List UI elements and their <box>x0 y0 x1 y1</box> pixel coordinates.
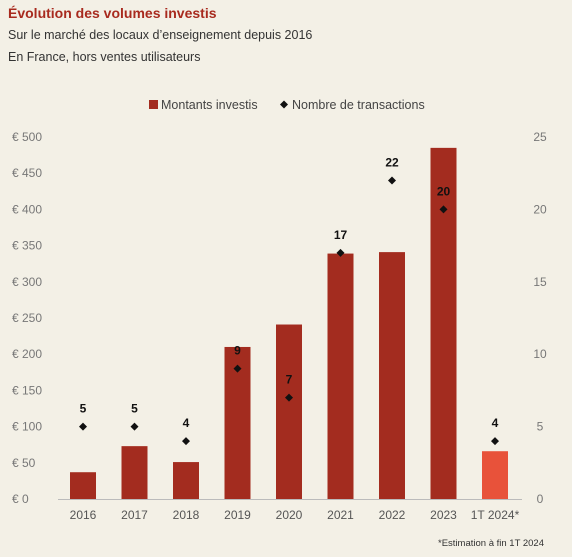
x-tick-label: 2023 <box>430 508 457 522</box>
data-label: 17 <box>334 228 348 242</box>
data-label: 22 <box>385 155 399 169</box>
legend-label-bar: Montants investis <box>161 98 258 112</box>
marker-point <box>336 248 345 257</box>
legend-label-marker: Nombre de transactions <box>292 98 425 112</box>
bar <box>70 472 96 499</box>
data-label: 5 <box>131 402 138 416</box>
data-label: 4 <box>492 416 499 430</box>
bar <box>430 147 457 500</box>
y-right-tick-label: 25 <box>533 130 547 144</box>
marker-point <box>233 364 242 373</box>
footnote: *Estimation à fin 1T 2024 <box>438 538 544 549</box>
legend-swatch-bar <box>149 100 158 109</box>
y-axis-right: 0 5 10 15 20 25 <box>533 130 547 506</box>
bar <box>327 253 354 499</box>
y-right-tick-label: 15 <box>533 275 547 289</box>
chart-legend: Montants investis Nombre de transactions <box>149 98 425 112</box>
y-left-tick-label: € 500 <box>12 130 42 144</box>
y-right-tick-label: 10 <box>533 347 547 361</box>
y-right-tick-label: 0 <box>537 492 544 506</box>
data-label: 5 <box>80 402 87 416</box>
marker-series: 5 5 4 9 7 17 22 20 4 <box>79 155 499 446</box>
marker-point <box>79 422 87 431</box>
bar-series <box>70 147 508 500</box>
data-label: 20 <box>437 184 451 198</box>
y-left-tick-label: € 250 <box>12 311 42 325</box>
chart-subtitle-secondary: En France, hors ventes utilisateurs <box>8 50 201 64</box>
legend-swatch-marker <box>280 100 288 109</box>
data-label: 7 <box>286 373 293 387</box>
x-tick-label: 1T 2024* <box>471 508 520 522</box>
chart-subtitle: Sur le marché des locaux d’enseignement … <box>8 28 313 42</box>
y-left-tick-label: € 450 <box>12 166 42 180</box>
x-tick-label: 2017 <box>121 508 148 522</box>
marker-point <box>130 422 139 431</box>
marker-point <box>285 393 293 402</box>
bar <box>121 446 148 499</box>
x-tick-label: 2022 <box>379 508 406 522</box>
y-left-tick-label: € 200 <box>12 347 42 361</box>
x-tick-label: 2018 <box>173 508 200 522</box>
y-right-tick-label: 5 <box>537 420 544 434</box>
y-left-tick-label: € 50 <box>12 456 36 470</box>
data-label: 4 <box>183 416 190 430</box>
x-tick-label: 2016 <box>70 508 97 522</box>
bar <box>482 451 508 499</box>
y-left-tick-label: € 300 <box>12 275 42 289</box>
data-label: 9 <box>234 344 241 358</box>
y-left-tick-label: € 100 <box>12 420 42 434</box>
x-tick-label: 2021 <box>327 508 354 522</box>
chart-title: Évolution des volumes investis <box>8 5 217 21</box>
x-axis: 2016 2017 2018 2019 2020 2021 2022 2023 1T 2024* <box>58 499 522 522</box>
marker-point <box>182 437 190 446</box>
marker-point <box>491 437 499 446</box>
y-left-tick-label: € 350 <box>12 239 42 253</box>
y-right-tick-label: 20 <box>533 202 547 216</box>
y-left-tick-label: € 150 <box>12 383 42 397</box>
marker-point <box>388 176 396 185</box>
bar <box>276 324 302 499</box>
y-left-tick-label: € 0 <box>12 492 29 506</box>
bar <box>173 462 199 499</box>
bar <box>379 252 405 499</box>
x-tick-label: 2019 <box>224 508 251 522</box>
marker-point <box>439 205 448 214</box>
x-tick-label: 2020 <box>276 508 303 522</box>
y-left-tick-label: € 400 <box>12 202 42 216</box>
y-axis-left: € 0 € 50 € 100 € 150 € 200 € 250 € 300 € 350 € 4… <box>12 130 42 506</box>
